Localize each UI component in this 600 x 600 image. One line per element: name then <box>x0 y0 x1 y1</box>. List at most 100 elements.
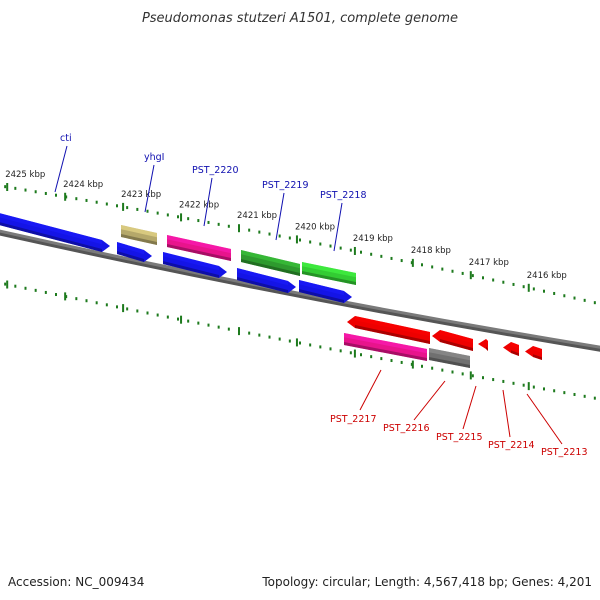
gene-yhgI-highlight <box>121 225 157 238</box>
ruler-dot <box>126 307 129 311</box>
ruler-dot <box>309 240 312 244</box>
ruler-dot <box>441 267 444 271</box>
ruler-major-tick <box>527 283 530 292</box>
gene-forward-b1-shadow <box>117 251 144 262</box>
gene-pst-2213-highlight <box>533 346 542 353</box>
gene-pst-2218-highlight <box>302 262 356 278</box>
ruler-dot <box>85 198 88 202</box>
ruler-dot <box>65 295 68 299</box>
ruler-dot <box>492 378 495 382</box>
gene-forward-b3-highlight <box>237 268 288 286</box>
gene-pst-2220-highlight <box>167 235 231 254</box>
ruler-dot <box>75 297 78 301</box>
gene-pst-2218-shadow <box>302 271 356 285</box>
ruler-dot <box>329 244 332 248</box>
ruler-dot <box>543 387 545 391</box>
ruler-dot <box>360 353 362 357</box>
ruler-dot <box>482 276 484 280</box>
gene-pst-2215 <box>478 339 488 351</box>
gene-pst-2216-highlight <box>440 330 473 344</box>
gene-forward-b3-shadow <box>237 277 288 293</box>
ruler-dot <box>431 265 434 269</box>
ruler-dot <box>532 385 535 389</box>
gene-label-forward: PST_2219 <box>262 180 309 191</box>
ruler-dot <box>136 309 139 313</box>
gene-forward-b2-shadow <box>163 261 219 278</box>
backbone-shadow <box>0 230 600 352</box>
ruler-dot <box>339 246 342 250</box>
ruler-dot <box>177 317 179 321</box>
ruler-dot <box>400 259 403 263</box>
ruler-dot <box>207 323 210 327</box>
gene-pst-2215-highlight <box>486 339 488 345</box>
ruler-dot <box>553 389 556 393</box>
gene-pst-2213 <box>525 346 542 360</box>
ruler-dot <box>380 357 383 361</box>
ruler-major-tick <box>64 192 67 201</box>
gene-forward-b1-highlight <box>117 242 144 255</box>
ruler-dot <box>55 293 57 297</box>
ruler-tick-label: 2424 kbp <box>63 180 103 190</box>
ruler-dot <box>309 343 312 347</box>
gene-reverse-g1-highlight <box>429 348 470 361</box>
ruler-dot <box>85 299 88 303</box>
gene-pst-2213-shadow <box>533 354 542 360</box>
ruler-dot <box>126 206 129 210</box>
gene-forward-b2 <box>163 252 227 278</box>
ruler-dot <box>105 303 108 307</box>
gene-pst-2215-shadow <box>486 346 488 351</box>
ruler-dot <box>156 211 159 215</box>
ruler-tick-label: 2422 kbp <box>179 200 219 210</box>
kbp-ruler: 2425 kbp 2424 kbp 2423 kbp 2422 kbp 2421 kbp… <box>4 170 596 400</box>
ruler-dot <box>278 234 281 238</box>
ruler-dot <box>34 190 37 194</box>
gene-pst-2217-shadow <box>355 325 430 344</box>
gene-forward-b4 <box>299 280 352 303</box>
ruler-dot <box>441 368 444 372</box>
ruler-dot <box>329 347 332 351</box>
ruler-major-tick <box>411 258 414 267</box>
ruler-major-tick <box>6 183 9 192</box>
ruler-dot <box>227 224 230 228</box>
ruler-major-tick <box>180 315 183 324</box>
ruler-dot <box>187 319 190 323</box>
ruler-tick-label: 2420 kbp <box>295 222 335 232</box>
ruler-dot <box>370 252 373 256</box>
ruler-dot <box>583 394 586 398</box>
ruler-dot <box>95 200 98 204</box>
ruler-dot <box>471 374 474 378</box>
ruler-dot <box>24 188 27 192</box>
ruler-dot <box>4 282 7 286</box>
ruler-dot <box>14 186 17 190</box>
ruler-dot <box>268 335 271 339</box>
leader-line <box>333 202 343 252</box>
gene-cti-highlight <box>0 213 102 245</box>
gene-cti <box>0 213 110 252</box>
gene-pst-2219-shadow <box>241 259 300 276</box>
gene-forward-b3 <box>237 268 296 293</box>
ruler-dot <box>512 381 515 385</box>
ruler-dot <box>44 191 47 195</box>
gene-pst-2214 <box>503 342 519 356</box>
leader-line <box>203 177 213 227</box>
ruler-dot <box>349 248 352 252</box>
ruler-major-tick <box>469 371 472 380</box>
gene-pst-2220-shadow <box>167 244 231 261</box>
gene-pst-2214-highlight <box>511 342 519 349</box>
gene-pst-2216 <box>432 330 473 351</box>
gene-label-forward: cti <box>60 133 72 144</box>
ruler-major-tick <box>295 235 298 244</box>
ruler-dot <box>299 238 301 242</box>
ruler-dot <box>24 286 27 290</box>
gene-forward-b4-shadow <box>299 289 344 303</box>
gene-pst-2217 <box>347 316 430 344</box>
ruler-dot <box>217 325 220 329</box>
ruler-dot <box>451 370 454 374</box>
ruler-major-tick <box>353 349 356 358</box>
ruler-dot <box>319 345 322 349</box>
gene-reverse-m1-highlight <box>344 333 427 354</box>
ruler-dot <box>563 391 566 395</box>
ruler-dot <box>95 301 98 305</box>
ruler-major-tick <box>527 382 530 391</box>
ruler-dot <box>166 315 169 319</box>
